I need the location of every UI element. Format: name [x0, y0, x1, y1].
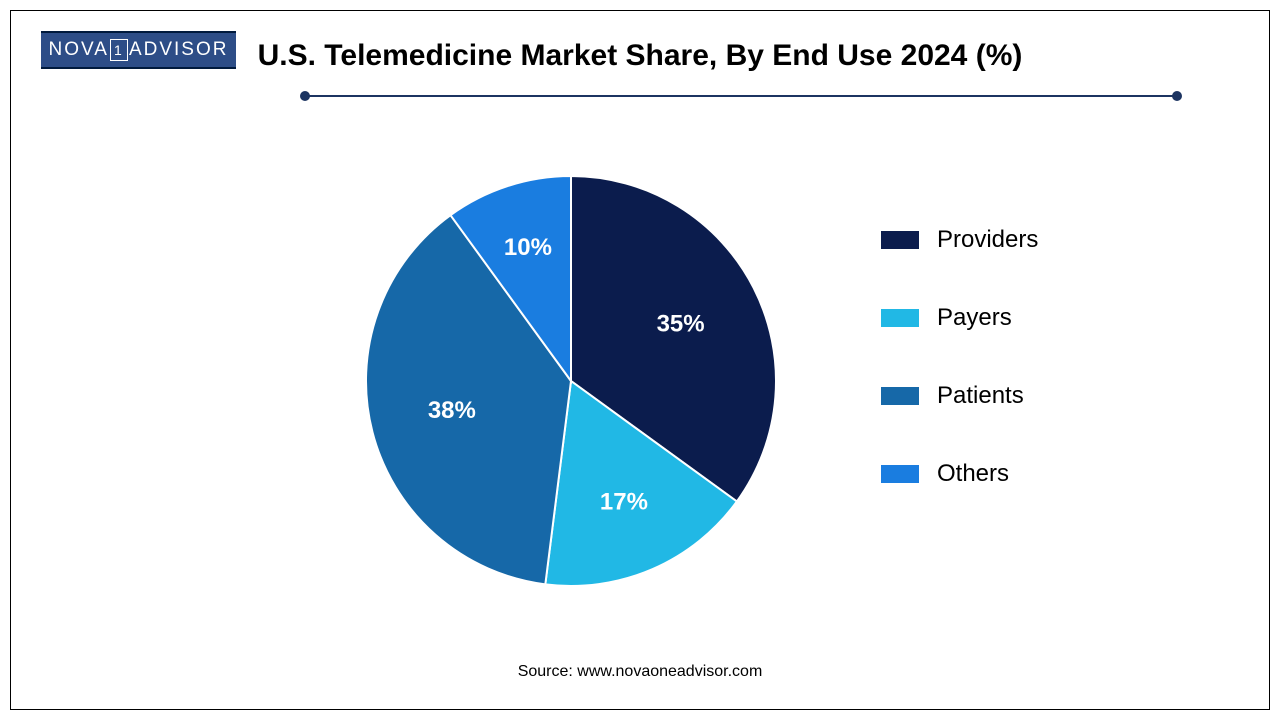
legend-label: Others [937, 460, 1009, 488]
legend-item-providers: Providers [881, 226, 1038, 254]
legend-item-payers: Payers [881, 304, 1038, 332]
pie-label-providers: 35% [657, 311, 705, 338]
divider-dot-right [1172, 91, 1182, 101]
legend-swatch [881, 387, 919, 405]
legend-label: Payers [937, 304, 1012, 332]
legend-item-others: Others [881, 460, 1038, 488]
pie-svg: 35% 17% 38% 10% [361, 171, 781, 591]
legend-swatch [881, 231, 919, 249]
legend-item-patients: Patients [881, 382, 1038, 410]
title-divider [301, 91, 1181, 101]
legend-label: Patients [937, 382, 1024, 410]
source-text: Source: www.novaoneadvisor.com [11, 663, 1269, 681]
chart-frame: NOVA 1 ADVISOR U.S. Telemedicine Market … [10, 10, 1270, 710]
pie-label-payers: 17% [600, 489, 648, 516]
chart-title: U.S. Telemedicine Market Share, By End U… [11, 39, 1269, 73]
legend: Providers Payers Patients Others [881, 226, 1038, 488]
pie-label-others: 10% [504, 234, 552, 261]
pie-chart: 35% 17% 38% 10% [361, 171, 781, 591]
legend-label: Providers [937, 226, 1038, 254]
pie-label-patients: 38% [428, 397, 476, 424]
legend-swatch [881, 465, 919, 483]
divider-line [301, 95, 1181, 97]
divider-dot-left [300, 91, 310, 101]
legend-swatch [881, 309, 919, 327]
